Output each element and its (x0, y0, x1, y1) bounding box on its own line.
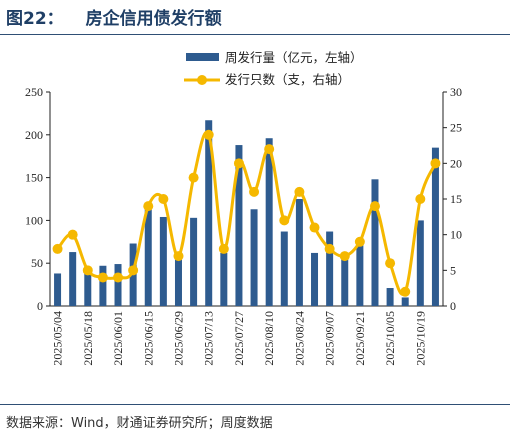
right-tick-label: 20 (450, 156, 462, 170)
line-point (324, 243, 335, 254)
right-tick-label: 15 (450, 192, 462, 206)
legend-bar-swatch (186, 53, 219, 61)
line-point (233, 158, 244, 169)
bar (295, 199, 303, 306)
bar (114, 264, 122, 306)
line-point (203, 129, 214, 140)
line-point (128, 265, 139, 276)
bar (401, 297, 409, 306)
line-point (188, 172, 199, 183)
top-rule (0, 34, 510, 35)
line-point (354, 236, 365, 247)
left-tick-label: 100 (25, 213, 43, 227)
x-tick-label: 2025/10/19 (413, 311, 427, 366)
legend-line-label: 发行只数（支，右轴） (225, 72, 350, 87)
x-tick-label: 2025/05/18 (81, 311, 95, 366)
left-axis-ticks: 0 50 100 150 200 250 (25, 85, 50, 313)
line-point (385, 258, 396, 269)
x-tick-label: 2025/06/01 (111, 311, 125, 366)
left-tick-label: 200 (25, 128, 43, 142)
left-tick-label: 250 (25, 85, 43, 99)
bar (265, 138, 273, 306)
right-tick-label: 0 (450, 299, 456, 313)
right-axis-ticks: 0 5 10 15 20 25 30 (443, 85, 462, 313)
legend: 周发行量（亿元，左轴） 发行只数（支，右轴） (184, 50, 363, 87)
line-point (264, 144, 275, 155)
line-point (97, 272, 108, 283)
bar-series (54, 120, 439, 306)
bar (341, 258, 349, 306)
bottom-rule (0, 404, 510, 405)
bar (159, 216, 167, 306)
line-point (143, 201, 154, 212)
bar (371, 179, 379, 306)
figure-label: 图22： (6, 9, 64, 29)
bar (416, 220, 424, 306)
line-point (415, 194, 426, 204)
right-tick-label: 5 (450, 263, 456, 277)
bar (326, 231, 334, 306)
line-series (52, 129, 441, 297)
line-point (279, 215, 290, 226)
bar (190, 217, 198, 306)
x-tick-label: 2025/07/13 (202, 311, 216, 366)
line-point (430, 158, 441, 169)
bar (386, 288, 394, 306)
bar (144, 209, 152, 306)
legend-line-marker (197, 75, 207, 85)
bar (220, 252, 228, 306)
x-tick-label: 2025/06/15 (141, 311, 155, 366)
bar (174, 254, 182, 306)
x-tick-label: 2025/09/21 (353, 311, 367, 366)
title-text: 房企信用债发行额 (85, 9, 222, 29)
line-point (294, 186, 305, 197)
bar (356, 245, 364, 306)
x-tick-label: 2025/08/24 (292, 311, 306, 366)
right-tick-label: 10 (450, 228, 462, 242)
x-tick-label: 2025/06/29 (171, 311, 185, 366)
source-note: 数据来源：Wind，财通证券研究所；周度数据 (6, 416, 273, 431)
chart-title: 图22： 房企信用债发行额 (6, 4, 222, 29)
x-tick-label: 2025/05/04 (51, 311, 65, 366)
x-tick-label: 2025/07/27 (232, 311, 246, 366)
left-tick-label: 150 (25, 171, 43, 185)
right-tick-label: 30 (450, 85, 462, 99)
bar (250, 209, 258, 306)
line-point (218, 243, 229, 254)
bar (431, 147, 439, 306)
line-point (52, 243, 63, 254)
right-tick-label: 25 (450, 121, 462, 135)
line-point (113, 272, 124, 283)
line-point (369, 201, 380, 212)
line-point (67, 229, 78, 240)
line-point (173, 251, 184, 262)
x-axis-ticks: 2025/05/04 2025/05/18 2025/06/01 2025/06/15… (51, 311, 428, 366)
bar (99, 265, 107, 306)
bar (205, 120, 213, 306)
line-point (249, 186, 260, 197)
x-tick-label: 2025/08/10 (262, 311, 276, 366)
legend-bar-label: 周发行量（亿元，左轴） (225, 50, 363, 65)
left-tick-label: 0 (37, 299, 43, 313)
line-point (158, 194, 169, 204)
line-point (339, 251, 350, 262)
bar (235, 145, 243, 306)
line-point (82, 265, 93, 276)
bar (84, 271, 92, 306)
left-tick-label: 50 (31, 256, 43, 270)
x-tick-label: 2025/10/05 (383, 311, 397, 366)
bar (69, 252, 77, 306)
line-path (56, 130, 437, 296)
line-point (400, 286, 411, 297)
bar (311, 252, 319, 306)
line-point (309, 222, 320, 233)
bar (280, 231, 288, 306)
bar (54, 273, 62, 306)
x-tick-label: 2025/09/07 (323, 311, 337, 366)
